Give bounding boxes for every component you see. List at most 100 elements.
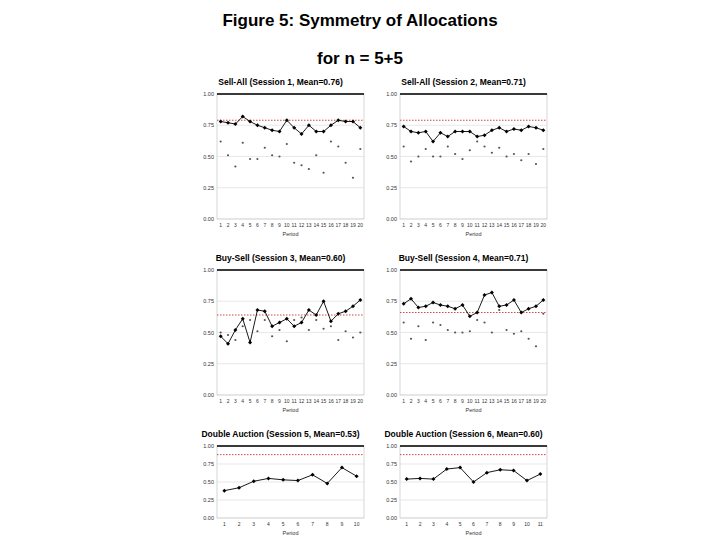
plot-frame — [217, 270, 364, 395]
grid-line — [400, 301, 547, 302]
data-point — [410, 160, 412, 162]
data-point — [308, 329, 310, 331]
x-tick-label: 10 — [467, 222, 473, 228]
data-point — [271, 154, 273, 156]
x-tick-label: 10 — [524, 521, 530, 527]
grid-line — [217, 500, 364, 501]
data-point — [293, 319, 295, 321]
plot-frame — [400, 446, 547, 518]
data-point — [542, 313, 544, 315]
chart-panel: Sell-All (Session 1, Mean=0.76)0.000.250… — [203, 77, 364, 237]
data-point — [220, 331, 222, 333]
data-point — [410, 338, 412, 340]
data-point — [233, 328, 237, 332]
plot-frame — [217, 446, 364, 518]
grid-line — [400, 500, 547, 501]
x-tick-label: 19 — [533, 222, 539, 228]
data-point — [315, 154, 317, 156]
data-point — [351, 304, 355, 308]
x-tick-label: 1 — [402, 222, 405, 228]
x-tick-label: 4 — [267, 521, 270, 527]
data-point — [424, 130, 428, 134]
x-tick-label: 6 — [256, 398, 259, 404]
data-point — [483, 321, 485, 323]
reference-line — [217, 315, 364, 316]
x-axis-label: Period — [466, 407, 482, 413]
data-point — [512, 468, 516, 472]
y-tick-label: 0.25 — [203, 361, 214, 367]
data-group — [217, 446, 364, 493]
grid-line — [217, 125, 364, 126]
data-point — [438, 131, 442, 135]
series-line — [404, 127, 544, 142]
data-point — [322, 130, 326, 134]
data-point — [355, 474, 359, 478]
grid-line — [400, 94, 547, 95]
x-tick-label: 12 — [299, 398, 305, 404]
chart-title: Sell-All (Session 1, Mean=0.76) — [218, 77, 343, 87]
data-point — [505, 303, 509, 307]
data-point — [270, 128, 274, 132]
y-tick-label: 0.00 — [386, 392, 397, 398]
x-tick-label: 5 — [282, 521, 285, 527]
y-tick-label: 0.50 — [203, 479, 214, 485]
x-tick-label: 10 — [284, 398, 290, 404]
grid-line — [400, 446, 547, 447]
data-point — [226, 121, 230, 125]
x-tick-label: 17 — [518, 222, 524, 228]
x-tick-label: 9 — [512, 521, 515, 527]
data-point — [505, 329, 507, 331]
data-point — [248, 120, 252, 124]
series-line — [221, 117, 361, 135]
x-tick-label: 6 — [439, 398, 442, 404]
x-tick-label: 3 — [252, 521, 255, 527]
data-point — [475, 311, 479, 315]
x-tick-label: 19 — [350, 222, 356, 228]
x-tick-label: 14 — [313, 398, 319, 404]
data-point — [340, 466, 344, 470]
data-point — [498, 309, 500, 311]
grid-line — [400, 187, 547, 188]
x-axis-label: Period — [283, 530, 299, 536]
data-point — [263, 126, 267, 130]
data-group — [400, 446, 547, 484]
data-point — [469, 149, 471, 151]
grid-line — [217, 446, 364, 447]
data-point — [534, 304, 538, 308]
chart-panel: Double Auction (Session 5, Mean=0.53)0.0… — [201, 429, 364, 536]
x-tick-label: 17 — [335, 398, 341, 404]
data-point — [512, 127, 516, 131]
x-tick-label: 5 — [432, 222, 435, 228]
data-point — [461, 331, 463, 333]
x-tick-label: 9 — [278, 398, 281, 404]
grid-line — [217, 332, 364, 333]
data-point — [219, 120, 223, 124]
reference-line — [217, 93, 364, 95]
data-point — [476, 319, 478, 321]
x-tick-label: 4 — [424, 222, 427, 228]
x-tick-label: 6 — [439, 222, 442, 228]
reference-line — [217, 269, 364, 271]
y-tick-label: 0.75 — [386, 298, 397, 304]
data-point — [263, 309, 267, 313]
data-point — [491, 331, 493, 333]
data-point — [454, 153, 456, 155]
x-tick-label: 5 — [459, 521, 462, 527]
x-tick-label: 5 — [249, 398, 252, 404]
y-tick-label: 0.50 — [203, 330, 214, 336]
data-point — [270, 324, 274, 328]
y-tick-label: 1.00 — [203, 443, 214, 449]
data-point — [447, 145, 449, 147]
x-tick-label: 16 — [511, 222, 517, 228]
data-point — [519, 311, 523, 315]
data-point — [336, 312, 340, 316]
reference-line — [400, 120, 547, 121]
data-point — [278, 329, 280, 331]
x-tick-label: 7 — [485, 521, 488, 527]
reference-line — [217, 445, 364, 447]
data-point — [498, 147, 500, 149]
x-tick-label: 8 — [499, 521, 502, 527]
x-tick-label: 15 — [321, 398, 327, 404]
data-point — [542, 148, 544, 150]
y-tick-label: 0.25 — [203, 185, 214, 191]
